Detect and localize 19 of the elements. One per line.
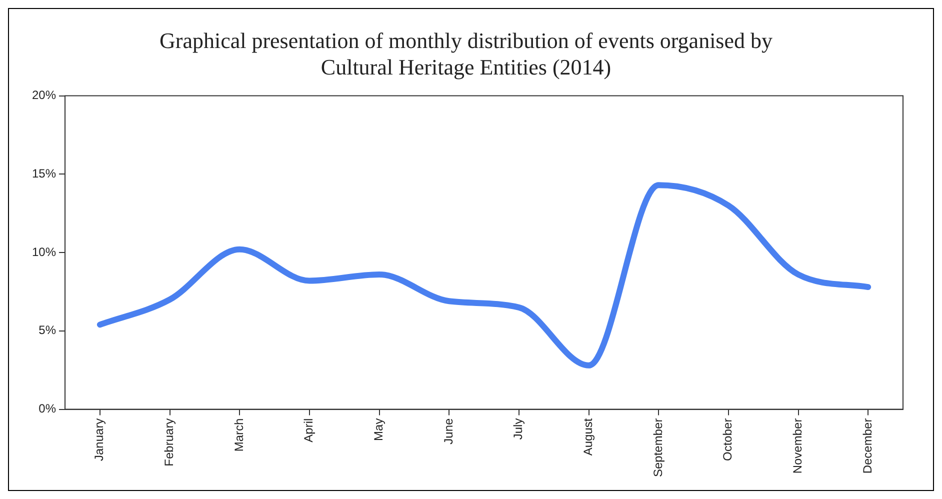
y-tick-label: 5%: [38, 323, 56, 338]
x-tick-label: August: [581, 418, 596, 456]
text: Cultural Heritage Entities (2014): [320, 54, 612, 80]
y-tick-label: 0%: [38, 402, 56, 416]
x-tick-label: June: [441, 418, 456, 444]
text: Graphical presentation of monthly distribution of events organised by: [159, 28, 773, 53]
y-tick-label: 10%: [32, 244, 56, 259]
x-tick-label: May: [372, 418, 386, 441]
x-tick-label: November: [790, 418, 805, 474]
x-tick-label: April: [302, 418, 316, 442]
x-tick-label: July: [511, 418, 526, 440]
y-tick-label: 20%: [32, 88, 56, 102]
y-tick-label: 15%: [32, 166, 56, 180]
x-tick-label: October: [720, 418, 735, 461]
x-tick-label: September: [650, 418, 665, 478]
x-tick-label: December: [860, 418, 874, 474]
x-tick-label: March: [232, 418, 246, 452]
x-tick-label: February: [162, 418, 176, 466]
x-tick-label: January: [92, 418, 106, 462]
